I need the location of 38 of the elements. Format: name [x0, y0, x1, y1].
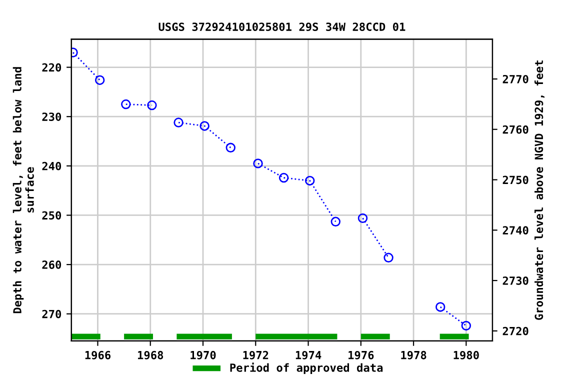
x-tick-label: 1978 [401, 350, 426, 360]
y-axis-title: Depth to water level, feet below land surface [12, 67, 34, 314]
x-tick-label: 1966 [85, 350, 111, 360]
y-tick-label: 220 [42, 63, 62, 72]
x-tick-label: 1968 [138, 350, 164, 360]
y2-tick-label: 2770 [502, 74, 528, 84]
y-tick-label: 250 [42, 211, 62, 220]
point [358, 213, 368, 224]
x-tick-label: 1980 [454, 350, 479, 360]
y-tick-label: 230 [42, 112, 62, 121]
y-tick-label: 240 [42, 162, 62, 170]
y-tick-label: 270 [42, 310, 62, 318]
point [174, 118, 184, 128]
x-tick-label: 1974 [296, 350, 322, 360]
y2-axis-title: Groundwater level above NGVD 1929, feet [534, 60, 545, 320]
legend-label: Period of approved data [230, 362, 383, 374]
y2-tick-label: 2720 [502, 326, 528, 336]
y2-tick-label: 2730 [502, 276, 528, 285]
point [121, 99, 131, 110]
x-tick-label: 1972 [243, 350, 268, 360]
point [278, 172, 289, 183]
point [94, 75, 105, 85]
y-tick-label: 260 [42, 260, 62, 269]
y2-tick-label: 2740 [502, 226, 528, 235]
y2-tick-label: 2760 [502, 125, 528, 134]
point [436, 302, 446, 312]
chart-title: USGS 372924101025801 29S 34W 28CCD 01 [158, 22, 406, 32]
point [200, 121, 210, 131]
point [226, 142, 236, 153]
point [304, 176, 315, 186]
x-tick-label: 1970 [190, 350, 216, 360]
point [147, 100, 157, 110]
x-tick-label: 1976 [348, 350, 374, 360]
point [461, 320, 472, 331]
y2-tick-label: 2750 [502, 176, 528, 184]
point [330, 216, 340, 227]
point [253, 158, 263, 168]
point [384, 252, 394, 263]
